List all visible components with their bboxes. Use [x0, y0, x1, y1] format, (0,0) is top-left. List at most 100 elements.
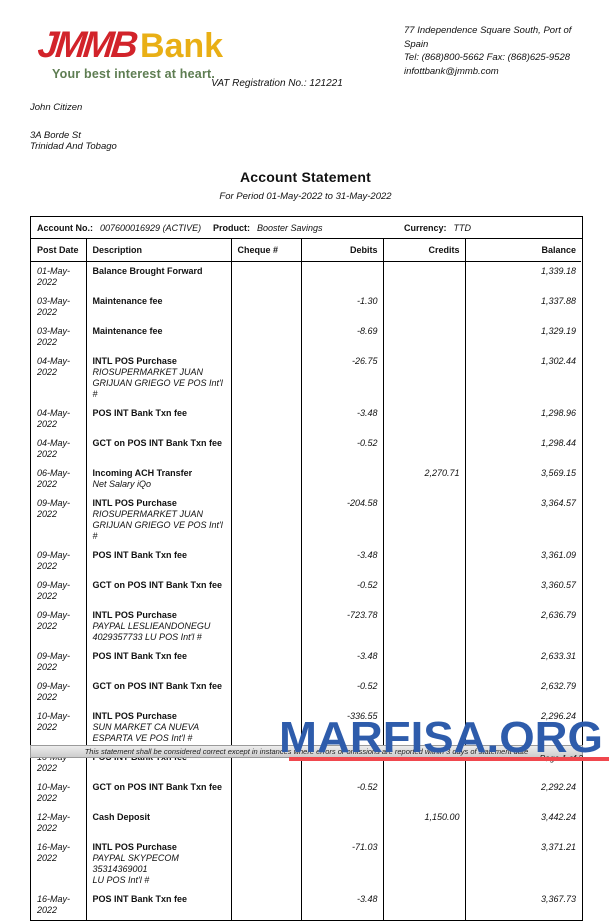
cell-post-date: 03-May-2022 — [37, 326, 71, 347]
cell-debit: -723.78 — [300, 606, 383, 647]
description-main: INTL POS Purchase — [92, 711, 177, 721]
table-row: 09-May-2022 INTL POS Purchase PAYPAL LES… — [31, 606, 581, 647]
cell-credit — [382, 352, 465, 404]
currency-label: Currency: — [404, 223, 447, 233]
cell-post-date: 09-May-2022 — [37, 681, 71, 702]
cell-description: INTL POS Purchase PAYPAL LESLIEANDONEGU … — [85, 606, 231, 647]
cell-balance: 3,360.57 — [464, 576, 581, 606]
cell-post-date: 04-May-2022 — [37, 408, 71, 429]
watermark-text: MARFISA.ORG — [279, 713, 603, 761]
cell-balance: 3,442.24 — [464, 808, 581, 838]
cell-debit: -3.48 — [300, 890, 383, 920]
description-main: GCT on POS INT Bank Txn fee — [92, 681, 223, 691]
cell-description: POS INT Bank Txn fee — [85, 404, 231, 434]
cell-description: INTL POS Purchase PAYPAL SKYPECOM 353143… — [85, 838, 231, 890]
cell-debit: -336.55 — [300, 707, 383, 748]
logo-jmmb-icon: JMMB — [35, 24, 138, 65]
cell-cheque — [230, 464, 301, 494]
bank-email: infottbank@jmmb.com — [404, 65, 499, 77]
statement-page: JMMBBank Your best interest at heart. 77… — [30, 24, 609, 921]
cell-debit: -3.48 — [300, 546, 383, 576]
table-row: 16-May-2022 POS INT Bank Txn fee -3.48 3… — [31, 890, 581, 920]
customer-address-line1: 3A Borde St — [30, 129, 81, 141]
cell-credit — [382, 546, 465, 576]
currency-value: TTD — [453, 223, 472, 233]
account-info-row: Account No.: 007600016929 (ACTIVE) Produc… — [31, 217, 582, 239]
page-title: Account Statement — [240, 169, 371, 185]
cell-credit: 1,150.00 — [382, 808, 465, 838]
cell-description: POS INT Bank Txn fee — [85, 647, 231, 677]
description-main: Incoming ACH Transfer — [92, 468, 193, 478]
cell-description: Maintenance fee — [85, 292, 231, 322]
cell-balance: 2,636.79 — [464, 606, 581, 647]
description-detail: PAYPAL LESLIEANDONEGU 4029357733 LU POS … — [92, 621, 211, 642]
account-number-label: Account No.: — [37, 223, 93, 233]
currency-pair: Currency: TTD — [404, 223, 471, 233]
product-label: Product: — [213, 223, 250, 233]
marfisa-watermark: MARFISA.ORG — [279, 713, 603, 761]
header-cheque: Cheque # — [230, 239, 301, 262]
cell-credit — [382, 434, 465, 464]
description-main: INTL POS Purchase — [92, 356, 177, 366]
cell-debit: -1.30 — [300, 292, 383, 322]
cell-credit — [382, 261, 465, 292]
cell-cheque — [230, 606, 301, 647]
bank-logo: JMMBBank Your best interest at heart. — [35, 24, 223, 81]
description-main: Balance Brought Forward — [92, 266, 203, 276]
logo-tagline: Your best interest at heart. — [52, 67, 216, 81]
description-main: GCT on POS INT Bank Txn fee — [92, 438, 223, 448]
cell-cheque — [230, 261, 301, 292]
cell-cheque — [230, 808, 301, 838]
cell-balance: 1,298.44 — [464, 434, 581, 464]
table-row: 03-May-2022 Maintenance fee -8.69 1,329.… — [31, 322, 581, 352]
cell-description: INTL POS Purchase SUN MARKET CA NUEVA ES… — [85, 707, 231, 748]
cell-balance: 3,371.21 — [464, 838, 581, 890]
cell-cheque — [230, 576, 301, 606]
cell-balance: 1,298.96 — [464, 404, 581, 434]
cell-debit: -204.58 — [300, 494, 383, 546]
table-header-row: Post Date Description Cheque # Debits Cr… — [31, 239, 581, 262]
cell-debit — [300, 261, 383, 292]
cell-description: Balance Brought Forward — [85, 261, 231, 292]
logo-wordmark: JMMBBank — [35, 24, 223, 66]
header-post-date: Post Date — [31, 239, 86, 262]
cell-post-date: 16-May-2022 — [37, 894, 71, 915]
cell-debit: -71.03 — [300, 838, 383, 890]
cell-post-date: 16-May-2022 — [37, 842, 71, 863]
cell-description: Incoming ACH Transfer Net Salary iQo — [85, 464, 231, 494]
statement-period: For Period 01-May-2022 to 31-May-2022 — [219, 191, 392, 202]
bank-address-line2: Spain — [404, 38, 429, 50]
account-number-pair: Account No.: 007600016929 (ACTIVE) — [37, 223, 201, 233]
cell-credit — [382, 606, 465, 647]
table-row: 16-May-2022 INTL POS Purchase PAYPAL SKY… — [31, 838, 581, 890]
cell-balance: 1,339.18 — [464, 261, 581, 292]
table-row: 10-May-2022 INTL POS Purchase SUN MARKET… — [31, 707, 581, 748]
description-main: INTL POS Purchase — [92, 610, 177, 620]
description-detail: Net Salary iQo — [92, 479, 152, 489]
table-row: 01-May-2022 Balance Brought Forward 1,33… — [31, 261, 581, 292]
cell-post-date: 04-May-2022 — [37, 356, 71, 377]
description-main: GCT on POS INT Bank Txn fee — [92, 782, 223, 792]
cell-credit — [382, 404, 465, 434]
header-description: Description — [85, 239, 231, 262]
cell-balance: 1,302.44 — [464, 352, 581, 404]
cell-debit: -0.52 — [300, 677, 383, 707]
cell-cheque — [230, 322, 301, 352]
cell-cheque — [230, 838, 301, 890]
description-detail: PAYPAL SKYPECOM 35314369001 LU POS Int'l… — [92, 853, 179, 885]
cell-description: INTL POS Purchase RIOSUPERMARKET JUAN GR… — [85, 352, 231, 404]
cell-cheque — [230, 352, 301, 404]
description-main: POS INT Bank Txn fee — [92, 894, 188, 904]
cell-debit: -3.48 — [300, 404, 383, 434]
transactions-body: 01-May-2022 Balance Brought Forward 1,33… — [31, 261, 581, 920]
cell-balance: 2,632.79 — [464, 677, 581, 707]
cell-post-date: 12-May-2022 — [37, 812, 71, 833]
table-row: 03-May-2022 Maintenance fee -1.30 1,337.… — [31, 292, 581, 322]
bank-phone-line: Tel: (868)800-5662 Fax: (868)625-9528 — [404, 52, 571, 63]
header-debits: Debits — [300, 239, 383, 262]
cell-credit — [382, 677, 465, 707]
cell-description: GCT on POS INT Bank Txn fee — [85, 778, 231, 808]
cell-description: GCT on POS INT Bank Txn fee — [85, 576, 231, 606]
cell-credit — [382, 576, 465, 606]
cell-debit — [300, 464, 383, 494]
